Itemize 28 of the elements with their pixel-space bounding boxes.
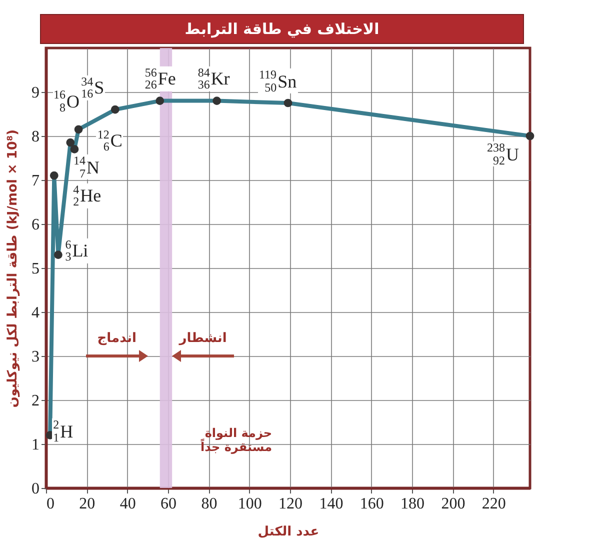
y-tick-label: 1 bbox=[32, 436, 40, 454]
y-tick-label: 9 bbox=[32, 84, 40, 102]
x-tick-label: 60 bbox=[160, 496, 177, 512]
x-tick-label: 220 bbox=[482, 496, 506, 512]
x-tick-label: 0 bbox=[46, 496, 54, 512]
y-axis-title: طاقة الترابط لكل نيوكليون (kJ/mol × 10⁸) bbox=[6, 129, 20, 408]
y-tick-label: 5 bbox=[32, 260, 40, 278]
chart-title: الاختلاف في طاقة الترابط bbox=[40, 14, 524, 44]
y-tick-label: 6 bbox=[32, 216, 40, 234]
x-tick-label: 100 bbox=[238, 496, 262, 512]
annotation: انشطار bbox=[179, 331, 227, 346]
x-axis-title: عدد الكتل bbox=[258, 524, 320, 539]
y-tick-label: 8 bbox=[32, 128, 40, 146]
x-tick-label: 20 bbox=[79, 496, 96, 512]
x-tick-label: 40 bbox=[120, 496, 136, 512]
y-tick-label: 3 bbox=[32, 348, 40, 366]
x-tick-label: 180 bbox=[400, 496, 425, 512]
y-tick-label: 4 bbox=[32, 304, 40, 322]
x-tick-label: 80 bbox=[201, 496, 218, 512]
x-tick-label: 160 bbox=[360, 496, 384, 512]
x-tick-label: 200 bbox=[441, 496, 466, 512]
x-tick-label: 120 bbox=[278, 496, 303, 512]
band-label: حزمة النواة مستقرة جداً bbox=[200, 426, 272, 454]
y-tick-label: 7 bbox=[32, 172, 40, 190]
x-tick-label: 140 bbox=[319, 496, 344, 512]
annotation: اندماج bbox=[97, 331, 136, 346]
y-tick-label: 0 bbox=[32, 480, 40, 498]
y-tick-label: 2 bbox=[32, 392, 40, 410]
